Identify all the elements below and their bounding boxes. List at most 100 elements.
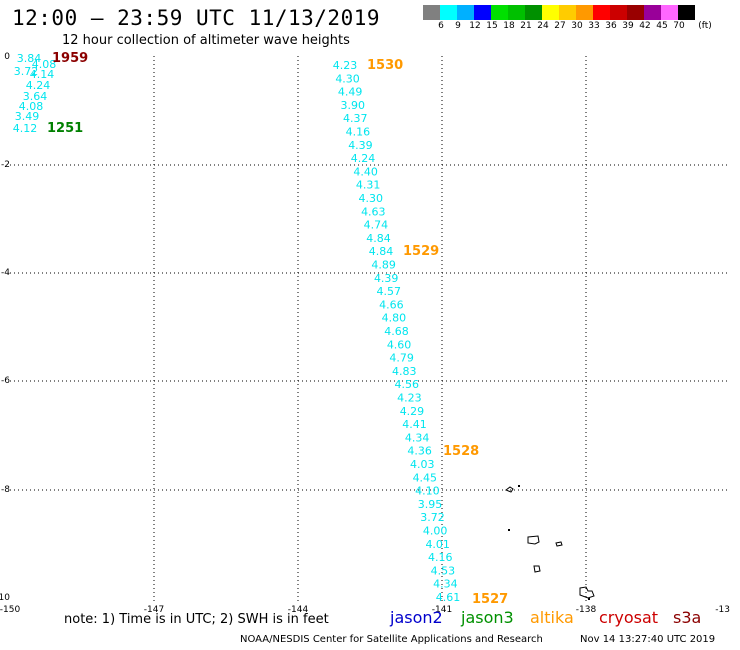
island-outline [588, 598, 590, 600]
map-title: 12:00 – 23:59 UTC 11/13/2019 [12, 6, 381, 30]
wave-height-value: 4.63 [361, 205, 386, 218]
wave-height-value: 4.24 [26, 79, 51, 92]
legend-label: 15 [486, 21, 498, 31]
wave-height-value: 3.72 [14, 65, 39, 78]
generation-timestamp: Nov 14 13:27:40 UTC 2019 [580, 634, 716, 645]
wave-height-value: 4.08 [19, 100, 44, 113]
wave-height-value: 4.16 [428, 551, 453, 564]
legend-swatch [440, 5, 457, 20]
wave-height-value: 4.40 [353, 165, 378, 178]
wave-height-value: 4.79 [389, 352, 414, 365]
altika-track-values: 4.234.304.493.904.374.164.394.244.404.31… [333, 59, 461, 604]
wave-height-value: 4.29 [400, 405, 425, 418]
pass-time-label: 1959 [52, 51, 88, 66]
x-tick-label: -147 [144, 605, 164, 615]
wave-height-value: 4.03 [410, 458, 435, 471]
legend-label: 21 [520, 21, 532, 31]
legend-label: 39 [622, 21, 634, 31]
legend-swatch [661, 5, 678, 20]
x-tick-label: -141 [432, 605, 452, 615]
wave-height-value: 3.95 [418, 498, 443, 511]
legend-swatch [627, 5, 644, 20]
island-outline [579, 586, 595, 599]
wave-height-value: 4.84 [366, 232, 391, 245]
wave-height-value: 4.37 [343, 112, 368, 125]
island-outline [533, 565, 541, 573]
legend-unit: (ft) [698, 21, 712, 31]
jason3-track-values: 3.844.083.724.144.243.644.083.494.12 [13, 52, 57, 135]
wave-height-value: 4.12 [13, 122, 38, 135]
pass-time-label: 1528 [443, 444, 479, 459]
pass-time-label: 1530 [367, 58, 403, 73]
legend-swatch [525, 5, 542, 20]
legend-label: 12 [469, 21, 481, 31]
legend-label: 24 [537, 21, 549, 31]
island-outline [555, 541, 563, 547]
wave-height-value: 4.30 [359, 192, 384, 205]
map-grid [10, 56, 730, 604]
wave-height-value: 3.84 [17, 52, 42, 65]
satellite-name-cryosat: cryosat [599, 608, 659, 627]
island-outline [527, 535, 540, 545]
x-tick-label: -13 [715, 605, 730, 615]
legend-label: 9 [455, 21, 461, 31]
legend-label: 36 [605, 21, 617, 31]
wave-height-value: 4.36 [407, 445, 432, 458]
wave-height-value: 4.53 [431, 564, 456, 577]
legend-swatch [457, 5, 474, 20]
island-outline [508, 529, 510, 531]
wave-height-value: 4.74 [364, 219, 389, 232]
wave-height-value: 4.66 [379, 298, 404, 311]
wave-height-value: 3.72 [420, 511, 445, 524]
legend-swatch [576, 5, 593, 20]
wave-height-value: 4.80 [382, 312, 407, 325]
pass-time-labels: 1959 1251 1530 1529 1528 1527 [47, 51, 508, 607]
legend-swatch [610, 5, 627, 20]
y-tick-label: -10 [0, 593, 10, 603]
legend-label: 30 [571, 21, 583, 31]
legend-label: 27 [554, 21, 566, 31]
wave-height-value: 4.84 [369, 245, 394, 258]
wave-height-value: 3.64 [23, 90, 48, 103]
y-tick-label: -2 [1, 160, 10, 170]
wave-height-value: 4.39 [374, 272, 399, 285]
pass-time-label: 1527 [472, 592, 508, 607]
satellite-name-jason2: jason2 [390, 608, 443, 627]
legend-swatch [593, 5, 610, 20]
axis-tick-labels: -150 -147 -144 -141 -138 -13 0 -2 -4 -6 -8 -10 [0, 52, 730, 615]
wave-height-value: 4.31 [356, 179, 381, 192]
wave-height-value: 4.10 [415, 485, 440, 498]
wave-height-value: 4.49 [338, 86, 363, 99]
wave-height-value: 4.41 [402, 418, 427, 431]
pass-time-label: 1529 [403, 244, 439, 259]
y-tick-label: 0 [4, 52, 10, 62]
island-outline [518, 485, 520, 487]
legend-swatch [474, 5, 491, 20]
satellite-name-jason3: jason3 [461, 608, 514, 627]
credit-line: NOAA/NESDIS Center for Satellite Applica… [240, 634, 543, 645]
wave-height-value: 4.30 [335, 72, 360, 85]
legend-label: 45 [656, 21, 668, 31]
wave-height-value: 4.68 [384, 325, 409, 338]
island-outline [504, 486, 514, 493]
color-legend [423, 5, 695, 20]
wave-height-value: 4.23 [397, 392, 422, 405]
wave-height-value: 4.24 [351, 152, 376, 165]
map-subtitle: 12 hour collection of altimeter wave hei… [62, 33, 350, 48]
y-tick-label: -4 [1, 268, 10, 278]
satellite-name-s3a: s3a [673, 608, 702, 627]
legend-label: 6 [438, 21, 444, 31]
legend-swatch [508, 5, 525, 20]
wave-height-value: 4.60 [387, 338, 412, 351]
legend-label: 70 [673, 21, 685, 31]
wave-height-value: 4.34 [433, 578, 458, 591]
legend-label: 42 [639, 21, 651, 31]
x-tick-label: -144 [288, 605, 309, 615]
legend-swatch [423, 5, 440, 20]
wave-height-value: 4.56 [395, 378, 420, 391]
wave-height-value: 3.49 [15, 110, 40, 123]
x-tick-label: -150 [0, 605, 20, 615]
wave-height-value: 4.34 [405, 431, 430, 444]
wave-height-value: 4.89 [371, 259, 396, 272]
